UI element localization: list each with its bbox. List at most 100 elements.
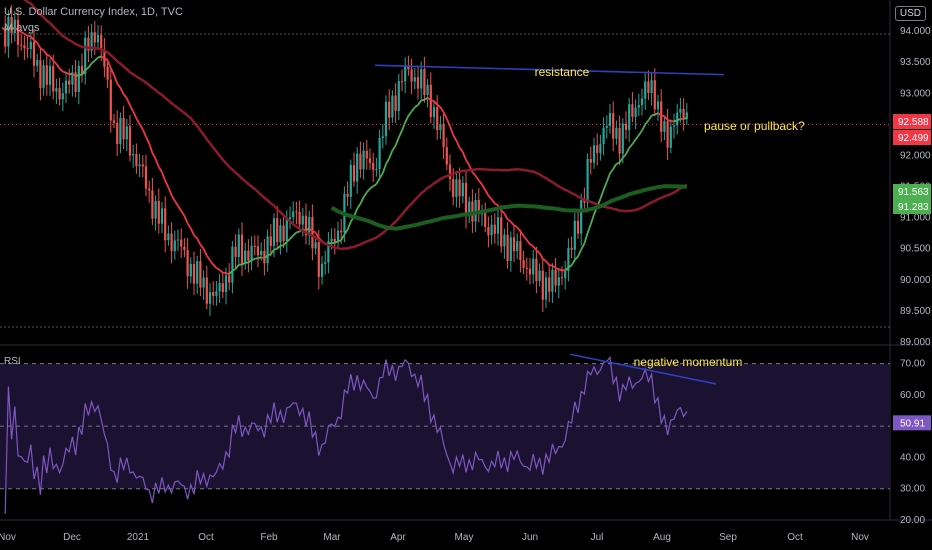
candle-body <box>304 215 308 236</box>
time-axis-tick: May <box>455 532 474 543</box>
price-axis-tick: 94.000 <box>900 26 931 37</box>
candle-body <box>199 261 202 288</box>
candle-body <box>186 250 189 277</box>
candle-body <box>650 80 653 94</box>
rsi-line <box>4 355 688 514</box>
candle-body <box>631 104 634 117</box>
ema-line-segment <box>30 35 35 41</box>
price-axis-tick: 93.000 <box>900 88 931 99</box>
ema-line-segment <box>545 260 550 266</box>
ema-line-segment <box>58 67 64 73</box>
indicator-label: M avgs <box>4 22 40 34</box>
candle-body <box>663 121 666 132</box>
candle-body <box>570 247 573 250</box>
ema-line-segment <box>8 27 12 30</box>
candle-body <box>231 246 234 283</box>
candle-body <box>516 241 519 252</box>
candle-body <box>87 37 90 51</box>
candle-body <box>362 150 365 170</box>
time-axis-tick: Apr <box>390 532 406 543</box>
price-axis-tick: 92.000 <box>900 150 931 161</box>
ema-line-segment <box>631 139 637 145</box>
candle-body <box>512 237 516 252</box>
candle-body <box>68 80 71 85</box>
candle-body <box>679 108 682 113</box>
price-axis-tick: 89.500 <box>900 306 931 317</box>
candle-body <box>605 125 608 128</box>
candle-body <box>644 81 647 99</box>
candle-body <box>106 66 109 80</box>
candle-body <box>407 66 410 70</box>
ema-line-segment <box>164 180 170 188</box>
ema-line-segment <box>84 67 89 71</box>
candle-body <box>375 168 378 170</box>
ema-line-segment <box>55 63 61 69</box>
candle-body <box>148 188 151 191</box>
ema-line-segment <box>651 113 656 117</box>
rsi-axis-tick: 60.00 <box>900 390 925 401</box>
candle-body <box>634 107 637 117</box>
candle-body <box>381 136 384 139</box>
ema-line-segment <box>94 56 99 62</box>
candle-body <box>58 88 61 100</box>
candle-body <box>583 199 586 203</box>
candle-body <box>298 211 301 225</box>
candle-body <box>29 41 32 49</box>
ema-line-segment <box>638 130 643 136</box>
ema-line-segment <box>461 151 467 161</box>
candle-body <box>372 162 375 170</box>
candle-body <box>45 65 48 85</box>
candle-body <box>506 234 509 261</box>
ema-line-segment <box>362 191 368 198</box>
candle-body <box>109 79 112 121</box>
price-axis-tick: 93.500 <box>900 57 931 68</box>
ema-line-segment <box>148 143 154 154</box>
candle-body <box>464 182 468 217</box>
candle-body <box>336 230 340 243</box>
candle-body <box>253 245 256 247</box>
ema-line-segment <box>132 111 138 119</box>
ema-line-segment <box>154 158 160 168</box>
ema-line-segment <box>423 97 429 101</box>
ema-line-segment <box>663 115 669 121</box>
candle-body <box>333 238 336 243</box>
candle-body <box>250 245 253 261</box>
candle-body <box>442 123 445 148</box>
candle-body <box>676 112 679 126</box>
ema-line-segment <box>683 117 688 120</box>
candle-body <box>221 283 224 292</box>
candle-body <box>356 153 359 182</box>
candle-body <box>484 213 487 227</box>
ema-line-segment <box>394 137 400 146</box>
candle-body <box>474 199 477 222</box>
ema-line-segment <box>263 254 269 259</box>
ema-line-segment <box>328 242 332 245</box>
ema-line-segment <box>158 166 163 173</box>
candle-body <box>397 81 400 111</box>
candle-body <box>416 77 420 89</box>
ema-line-segment <box>289 234 294 240</box>
price-axis-tick: 89.000 <box>900 337 931 348</box>
ema-line-segment <box>209 259 214 266</box>
candle-body <box>218 283 221 292</box>
ema-line-segment <box>513 224 518 229</box>
ema-line-segment <box>228 270 234 275</box>
rsi-divergence-trendline <box>569 353 717 385</box>
rsi-value-box <box>893 415 931 431</box>
candle-body <box>352 165 356 182</box>
ema-line-segment <box>129 104 134 112</box>
ema-line-segment <box>404 115 410 123</box>
ema-line-segment <box>257 256 262 260</box>
currency-button[interactable]: USD <box>894 6 926 21</box>
ema-line-segment <box>251 257 256 262</box>
price-label-text: 91.283 <box>898 202 929 213</box>
ema-line-segment <box>119 87 125 95</box>
ema-line-segment <box>116 82 122 89</box>
ema-line-segment <box>417 99 422 106</box>
ema-line-segment <box>599 189 605 200</box>
ema-line-segment <box>33 39 38 44</box>
candle-body <box>279 225 282 243</box>
ema-line-segment <box>445 118 451 127</box>
time-axis-tick: Feb <box>260 532 278 543</box>
ema-line-segment <box>186 222 192 229</box>
